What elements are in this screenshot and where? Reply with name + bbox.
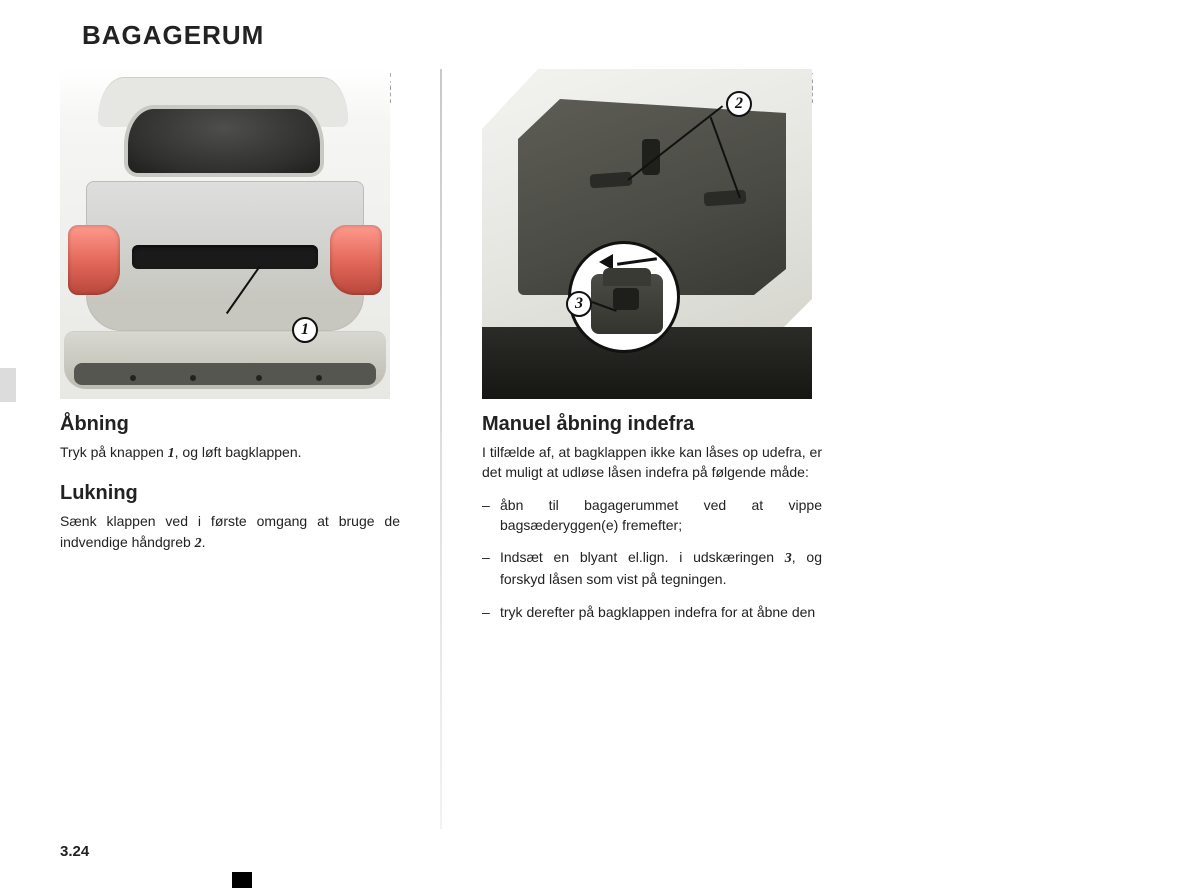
callout-1: 1 <box>292 317 318 343</box>
footer-crop-mark <box>232 872 252 888</box>
edge-tab <box>0 368 16 402</box>
tailgate-open-illustration <box>482 69 812 399</box>
step-2: Indsæt en blyant el.lign. i udskæringen … <box>482 547 822 590</box>
closing-text-b: . <box>202 534 206 550</box>
opening-title: Åbning <box>60 413 400 436</box>
manual-open-title: Manuel åbning indefra <box>482 413 822 436</box>
callout-3: 3 <box>566 291 592 317</box>
opening-text-b: , og løft bagklappen. <box>175 444 302 460</box>
opening-ref-1: 1 <box>168 446 175 461</box>
page-title: BAGAGERUM <box>82 20 1140 51</box>
manual-page: BAGAGERUM 38178 <box>0 0 1200 888</box>
car-rear-illustration <box>60 69 390 399</box>
manual-open-intro: I tilfælde af, at bagklappen ikke kan lå… <box>482 442 822 483</box>
step-2a: Indsæt en blyant el.lign. i udskæringen <box>500 549 785 565</box>
closing-ref-2: 2 <box>195 536 202 551</box>
step-2-ref-3: 3 <box>785 551 792 566</box>
step-1: åbn til bagagerummet ved at vippe bagsæd… <box>482 495 822 536</box>
closing-text-a: Sænk klappen ved i første omgang at brug… <box>60 513 400 549</box>
opening-text-a: Tryk på knappen <box>60 444 168 460</box>
column-divider <box>440 69 442 829</box>
callout-2: 2 <box>726 91 752 117</box>
page-number: 3.24 <box>60 843 89 860</box>
opening-text: Tryk på knappen 1, og løft bagklappen. <box>60 442 400 464</box>
manual-open-steps: åbn til bagagerummet ved at vippe bagsæd… <box>482 495 822 622</box>
figure-2: 38234 2 <box>482 69 812 399</box>
columns: 38178 1 Åbning Tr <box>60 69 1140 829</box>
closing-text: Sænk klappen ved i første omgang at brug… <box>60 511 400 554</box>
right-column: 38234 2 <box>482 69 822 829</box>
left-column: 38178 1 Åbning Tr <box>60 69 400 829</box>
figure-1: 38178 1 <box>60 69 390 399</box>
step-3: tryk derefter på bagklappen indefra for … <box>482 602 822 622</box>
closing-title: Lukning <box>60 482 400 505</box>
